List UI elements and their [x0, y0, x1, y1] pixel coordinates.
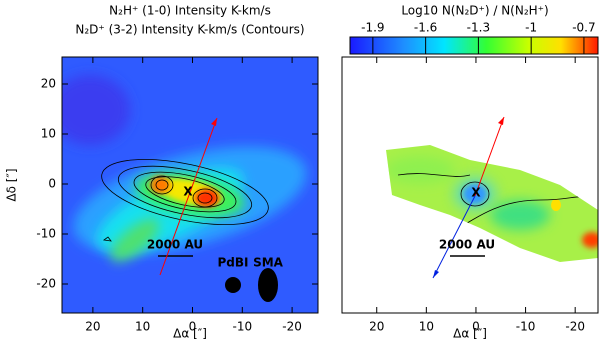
colorbar-tick-label: -1.3: [467, 21, 490, 35]
ratio-map: [386, 116, 598, 279]
chart-title: Log10 N(N₂D⁺) / N(N₂H⁺): [401, 4, 548, 18]
x-axis-label: Δα [″]: [453, 327, 487, 341]
intensity-map: [62, 57, 318, 313]
y-tick-label: 10: [41, 127, 56, 141]
colorbar-tick-label: -0.7: [572, 21, 595, 35]
annotation: X: [183, 185, 193, 199]
y-tick-label: -20: [36, 277, 56, 291]
colorbar-tick-label: -1.6: [414, 21, 437, 35]
y-axis-label: Δδ [″]: [5, 168, 19, 201]
annotation: SMA: [253, 256, 284, 270]
x-tick-label: 0: [472, 320, 480, 334]
colorbar: [349, 36, 599, 55]
annotation: X: [471, 186, 481, 200]
x-tick-label: 10: [135, 320, 150, 334]
y-tick-label: 0: [48, 177, 56, 191]
right-frame: [341, 56, 599, 314]
y-tick-label: -10: [36, 227, 56, 241]
x-tick-label: 20: [369, 320, 384, 334]
x-tick-label: -20: [565, 320, 585, 334]
x-tick-label: 10: [419, 320, 434, 334]
annotation: 2000 AU: [147, 238, 203, 252]
x-tick-label: -10: [516, 320, 536, 334]
chart-title: N₂D⁺ (3-2) Intensity K-km/s (Contours): [75, 23, 304, 37]
annotation: PdBI: [218, 256, 249, 270]
left-frame: [61, 56, 319, 314]
x-tick-label: 0: [189, 320, 197, 334]
x-tick-label: -10: [232, 320, 252, 334]
colorbar-tick-label: -1: [525, 21, 537, 35]
x-tick-label: 20: [85, 320, 100, 334]
chart-title: N₂H⁺ (1-0) Intensity K-km/s: [109, 4, 271, 18]
y-tick-label: 20: [41, 77, 56, 91]
colorbar-tick-label: -1.9: [361, 21, 384, 35]
x-tick-label: -20: [282, 320, 302, 334]
x-axis-label: Δα [″]: [173, 327, 207, 341]
annotation: 2000 AU: [439, 238, 495, 252]
